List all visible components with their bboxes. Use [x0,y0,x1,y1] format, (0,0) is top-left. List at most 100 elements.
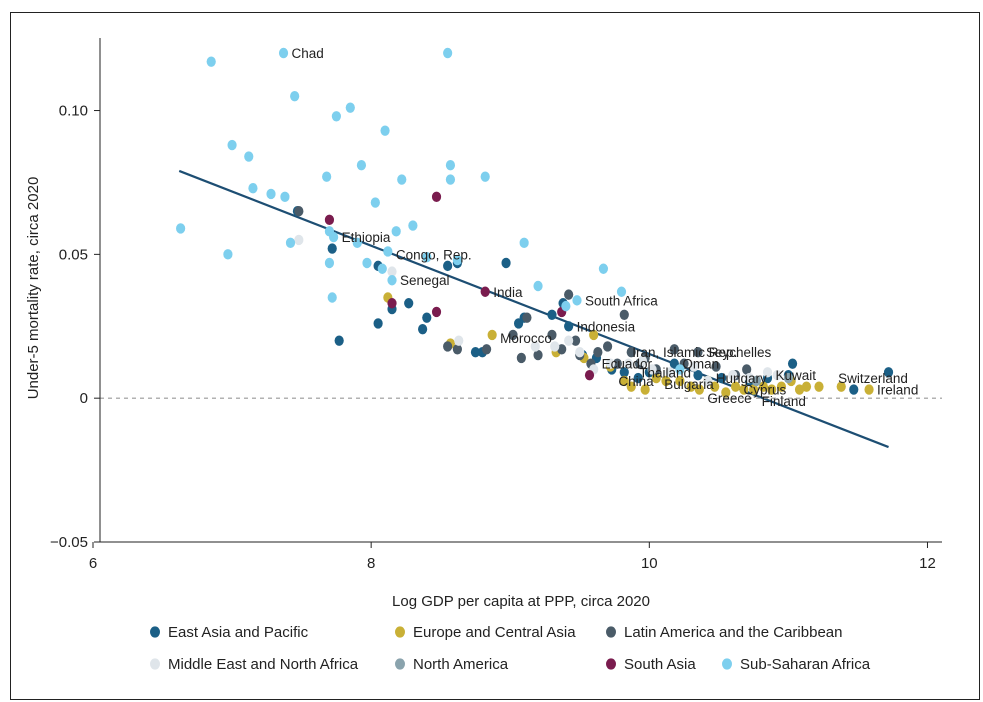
data-point [619,309,629,320]
data-point [776,381,787,392]
legend-entry: Middle East and North Africa [168,656,359,673]
data-point [710,381,720,392]
data-point [280,191,290,203]
country-annotation: Oman [682,357,719,372]
country-annotation: Indonesia [577,319,636,334]
data-point [686,381,696,392]
data-point [445,159,456,171]
country-annotation: Congo, Rep. [396,247,472,262]
data-point [619,375,629,387]
y-tick-label: −0.05 [50,534,88,551]
data-point [533,280,543,292]
x-tick-label: 6 [89,555,97,572]
chart-frame [10,12,980,700]
legend-entry: Latin America and the Caribbean [624,624,842,641]
y-tick-label: 0 [80,390,88,407]
data-point [443,341,453,352]
data-point [266,188,276,200]
data-point [418,323,428,335]
data-point [751,375,762,387]
country-annotation: Ethiopia [342,230,391,245]
data-point [487,329,497,341]
data-point [598,263,609,274]
data-point [334,335,344,346]
data-point [637,355,647,366]
data-point [547,329,557,341]
data-point [561,300,571,312]
data-point [675,375,685,387]
country-annotation: Cyprus [744,383,787,398]
legend-swatch [722,658,732,670]
data-point [693,369,703,381]
data-point [762,367,773,378]
fitted-regression-line [178,169,889,449]
data-point [470,346,481,358]
data-point [508,329,518,341]
data-point [244,151,254,162]
data-point [356,159,367,171]
legend-entry: East Asia and Pacific [168,624,309,641]
x-tick-label: 10 [641,555,658,572]
data-point [322,171,332,182]
data-point [370,197,380,208]
data-point [675,364,685,375]
data-point [223,249,233,260]
data-point [689,361,699,372]
y-tick-label: 0.10 [59,103,88,120]
data-point [694,384,704,395]
country-annotation: Seychelles [706,345,772,360]
legend-swatch [606,626,616,638]
country-annotation: Iran, Islamic Rep. [632,345,737,360]
data-point [744,372,755,384]
legend-swatch [395,658,405,670]
data-point [329,231,339,243]
data-point [452,344,462,355]
data-point [362,257,372,269]
data-point [647,364,657,375]
data-point [380,125,390,136]
data-point [445,174,456,185]
data-point [387,275,397,286]
data-point [693,346,703,358]
data-point [783,372,793,384]
data-point [864,384,874,395]
data-point [651,372,661,384]
data-point [422,312,432,323]
data-point [703,375,713,387]
data-point [324,257,335,269]
country-annotation: Greece [707,391,751,406]
data-point [739,384,749,395]
data-point [836,381,846,392]
data-point [772,369,782,381]
data-point [294,234,304,246]
data-point [602,341,613,352]
data-point [557,344,567,355]
data-point [373,318,383,329]
data-point [519,237,529,249]
data-point [285,237,296,249]
country-annotation: South Africa [585,293,658,308]
legend-swatch [606,658,616,670]
data-point [547,309,557,320]
data-point [626,346,636,358]
data-point [640,384,650,395]
country-annotation: India [493,285,523,300]
data-point [408,220,418,231]
data-point [431,306,442,318]
data-point [575,346,585,358]
data-point [593,346,603,358]
data-point [669,344,679,355]
data-point [616,286,627,297]
country-annotation: Finland [762,394,806,409]
y-tick-label: 0.05 [59,246,88,263]
data-point [397,174,407,185]
data-point [248,183,258,194]
data-point [345,102,355,113]
data-point [324,214,335,226]
data-point [758,381,768,392]
data-point [605,358,615,369]
legend-entry: South Asia [624,656,696,673]
x-tick-label: 8 [367,555,375,572]
data-point [480,286,490,297]
